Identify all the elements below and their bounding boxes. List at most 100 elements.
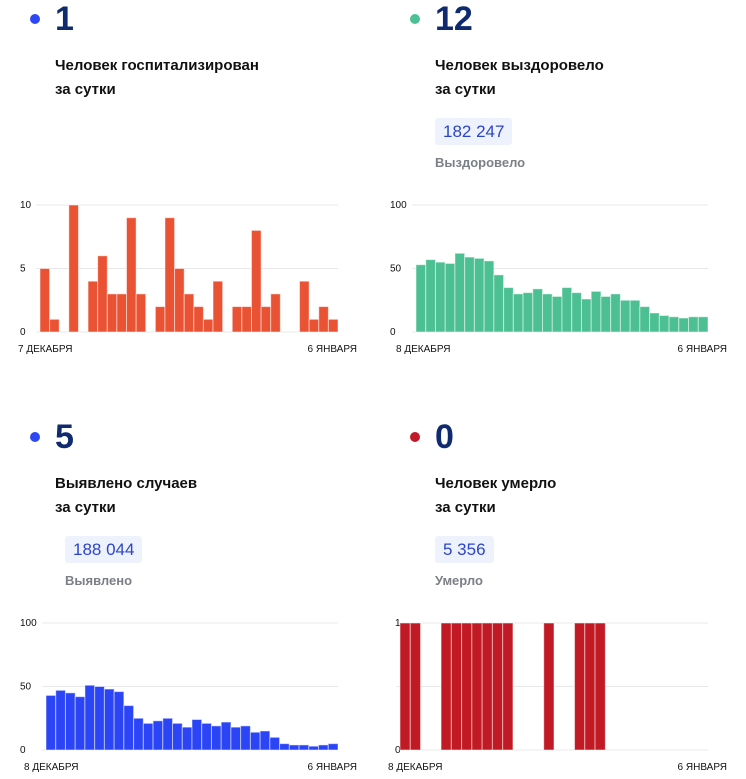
bar[interactable] (135, 293, 147, 333)
bar[interactable] (183, 293, 195, 333)
bar[interactable] (678, 317, 690, 333)
bar[interactable] (532, 288, 544, 333)
bar[interactable] (594, 622, 606, 751)
bar[interactable] (154, 306, 166, 333)
deaths-chart: 0 1 8 ДЕКАБРЯ 6 ЯНВАРЯ (388, 618, 727, 773)
bar[interactable] (193, 306, 204, 333)
bar[interactable] (84, 684, 96, 751)
bar[interactable] (220, 721, 232, 751)
bar[interactable] (39, 268, 51, 333)
bar[interactable] (68, 204, 79, 333)
bar[interactable] (493, 274, 505, 333)
bar[interactable] (461, 622, 473, 751)
bar[interactable] (64, 692, 76, 751)
bar[interactable] (425, 259, 436, 333)
bar[interactable] (481, 622, 493, 751)
bar[interactable] (590, 290, 602, 333)
bar[interactable] (55, 689, 66, 751)
bar[interactable] (668, 316, 680, 333)
bar[interactable] (250, 229, 262, 333)
bar[interactable] (172, 722, 183, 751)
bar[interactable] (483, 260, 495, 333)
bar[interactable] (639, 306, 651, 333)
bar[interactable] (415, 264, 427, 333)
bar[interactable] (241, 306, 252, 333)
bar[interactable] (688, 316, 699, 333)
bar[interactable] (658, 314, 670, 333)
bar[interactable] (697, 316, 709, 333)
bar[interactable] (308, 745, 320, 751)
bar[interactable] (288, 744, 300, 751)
bar[interactable] (434, 261, 446, 333)
bar[interactable] (629, 299, 641, 333)
bar[interactable] (454, 252, 466, 333)
bar[interactable] (327, 318, 339, 333)
bar[interactable] (164, 217, 176, 333)
bar[interactable] (249, 731, 261, 751)
bar[interactable] (464, 256, 475, 333)
bar[interactable] (142, 722, 154, 751)
bar[interactable] (512, 293, 524, 333)
bar[interactable] (399, 622, 411, 751)
bar[interactable] (97, 255, 108, 333)
bar[interactable] (440, 622, 452, 751)
bar[interactable] (87, 280, 99, 333)
bar[interactable] (299, 280, 310, 333)
bar[interactable] (240, 725, 251, 751)
bar[interactable] (522, 292, 534, 333)
bar[interactable] (561, 287, 573, 333)
bar[interactable] (279, 743, 290, 751)
bar[interactable] (210, 725, 222, 751)
bar[interactable] (230, 726, 242, 751)
bar[interactable] (133, 717, 144, 751)
bar[interactable] (649, 312, 660, 333)
bar[interactable] (491, 622, 504, 751)
bar[interactable] (471, 622, 483, 751)
bar[interactable] (103, 688, 115, 751)
bar[interactable] (94, 686, 105, 751)
bar[interactable] (610, 293, 621, 333)
bar[interactable] (571, 292, 582, 333)
bar[interactable] (270, 293, 281, 333)
bar[interactable] (503, 287, 514, 333)
bar[interactable] (318, 306, 329, 333)
bar[interactable] (45, 694, 57, 751)
bar[interactable] (542, 293, 553, 333)
bar[interactable] (231, 306, 243, 333)
bar[interactable] (201, 722, 212, 751)
bar[interactable] (49, 318, 60, 333)
bar[interactable] (116, 293, 128, 333)
bar[interactable] (181, 726, 193, 751)
bar[interactable] (502, 622, 514, 751)
bar[interactable] (298, 744, 310, 751)
bar[interactable] (174, 268, 185, 333)
bar[interactable] (106, 293, 118, 333)
bar[interactable] (327, 743, 339, 751)
bar[interactable] (580, 298, 592, 333)
bar[interactable] (212, 280, 224, 333)
bar[interactable] (409, 622, 422, 751)
bar[interactable] (191, 719, 203, 751)
bar[interactable] (308, 318, 320, 333)
bar[interactable] (551, 295, 563, 333)
bar[interactable] (162, 717, 174, 751)
bar[interactable] (619, 299, 631, 333)
bar[interactable] (259, 730, 271, 751)
bar[interactable] (574, 622, 586, 751)
bar[interactable] (584, 622, 596, 751)
bar[interactable] (113, 691, 125, 751)
bar[interactable] (318, 744, 329, 751)
bar[interactable] (444, 262, 456, 333)
bar[interactable] (450, 622, 463, 751)
bar[interactable] (543, 622, 555, 751)
bar[interactable] (152, 720, 164, 751)
bar[interactable] (473, 257, 485, 333)
bar[interactable] (269, 736, 281, 751)
bar[interactable] (126, 217, 137, 333)
bar[interactable] (260, 306, 272, 333)
bar[interactable] (600, 295, 612, 333)
bar[interactable] (123, 705, 135, 751)
recovered-total-label: Выздоровело (435, 155, 526, 170)
bar[interactable] (202, 318, 214, 333)
bar[interactable] (74, 696, 86, 751)
